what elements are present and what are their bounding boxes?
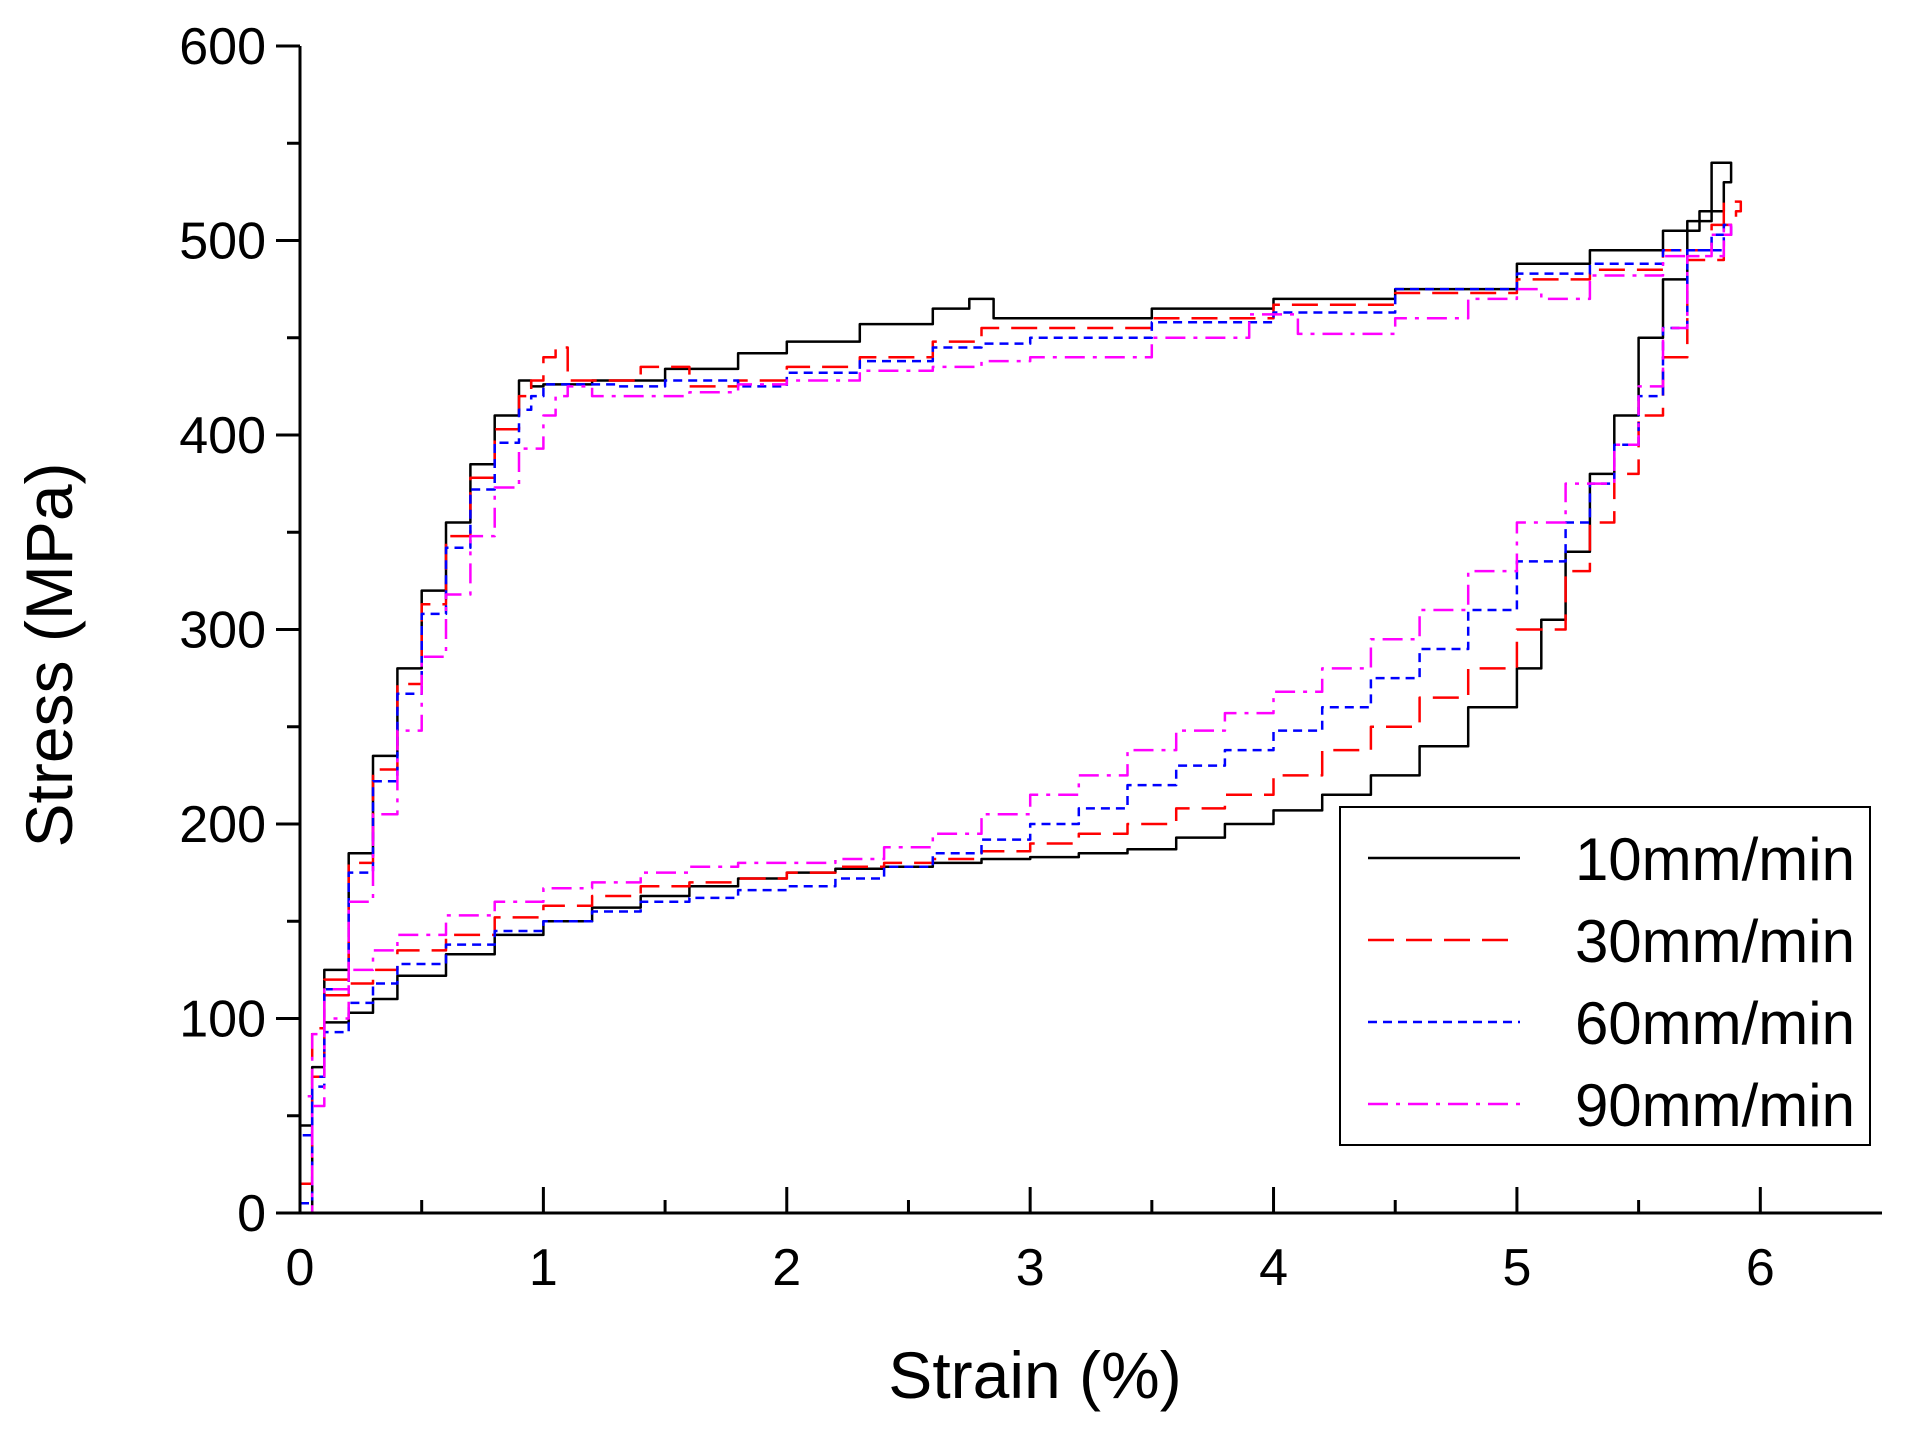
- legend-label: 90mm/min: [1575, 1072, 1855, 1139]
- x-axis-label: Strain (%): [888, 1338, 1181, 1412]
- y-tick-label: 400: [179, 407, 266, 465]
- legend-items: 10mm/min 30mm/min 60mm/min 90mm/min: [1368, 826, 1855, 1139]
- y-tick-label: 300: [179, 602, 266, 660]
- series-line-10mm-min: [298, 161, 1733, 1215]
- plot-area: 0 1 2 3 4 5 6 0 100 200 300 400 500 600: [179, 18, 1882, 1297]
- series-layer: [298, 161, 1743, 1215]
- x-tick-label: 1: [529, 1239, 558, 1297]
- x-tick-label: 5: [1502, 1239, 1531, 1297]
- x-tick-label: 4: [1259, 1239, 1288, 1297]
- x-ticks: 0 1 2 3 4 5 6: [286, 1187, 1775, 1297]
- series-line-90mm-min: [298, 223, 1733, 1215]
- y-ticks: 0 100 200 300 400 500 600: [179, 18, 300, 1243]
- legend: 10mm/min 30mm/min 60mm/min 90mm/min: [1339, 806, 1871, 1146]
- legend-label: 10mm/min: [1575, 826, 1855, 893]
- legend-label: 30mm/min: [1575, 908, 1855, 975]
- x-tick-label: 3: [1016, 1239, 1045, 1297]
- y-tick-label: 0: [237, 1185, 266, 1243]
- legend-box: [1339, 806, 1871, 1146]
- x-tick-label: 0: [286, 1239, 315, 1297]
- x-tick-label: 2: [772, 1239, 801, 1297]
- y-tick-label: 600: [179, 18, 266, 76]
- x-tick-label: 6: [1746, 1239, 1775, 1297]
- y-axis-label: Stress (MPa): [12, 462, 86, 847]
- y-tick-label: 200: [179, 796, 266, 854]
- y-tick-label: 100: [179, 991, 266, 1049]
- legend-label: 60mm/min: [1575, 990, 1855, 1057]
- y-tick-label: 500: [179, 213, 266, 271]
